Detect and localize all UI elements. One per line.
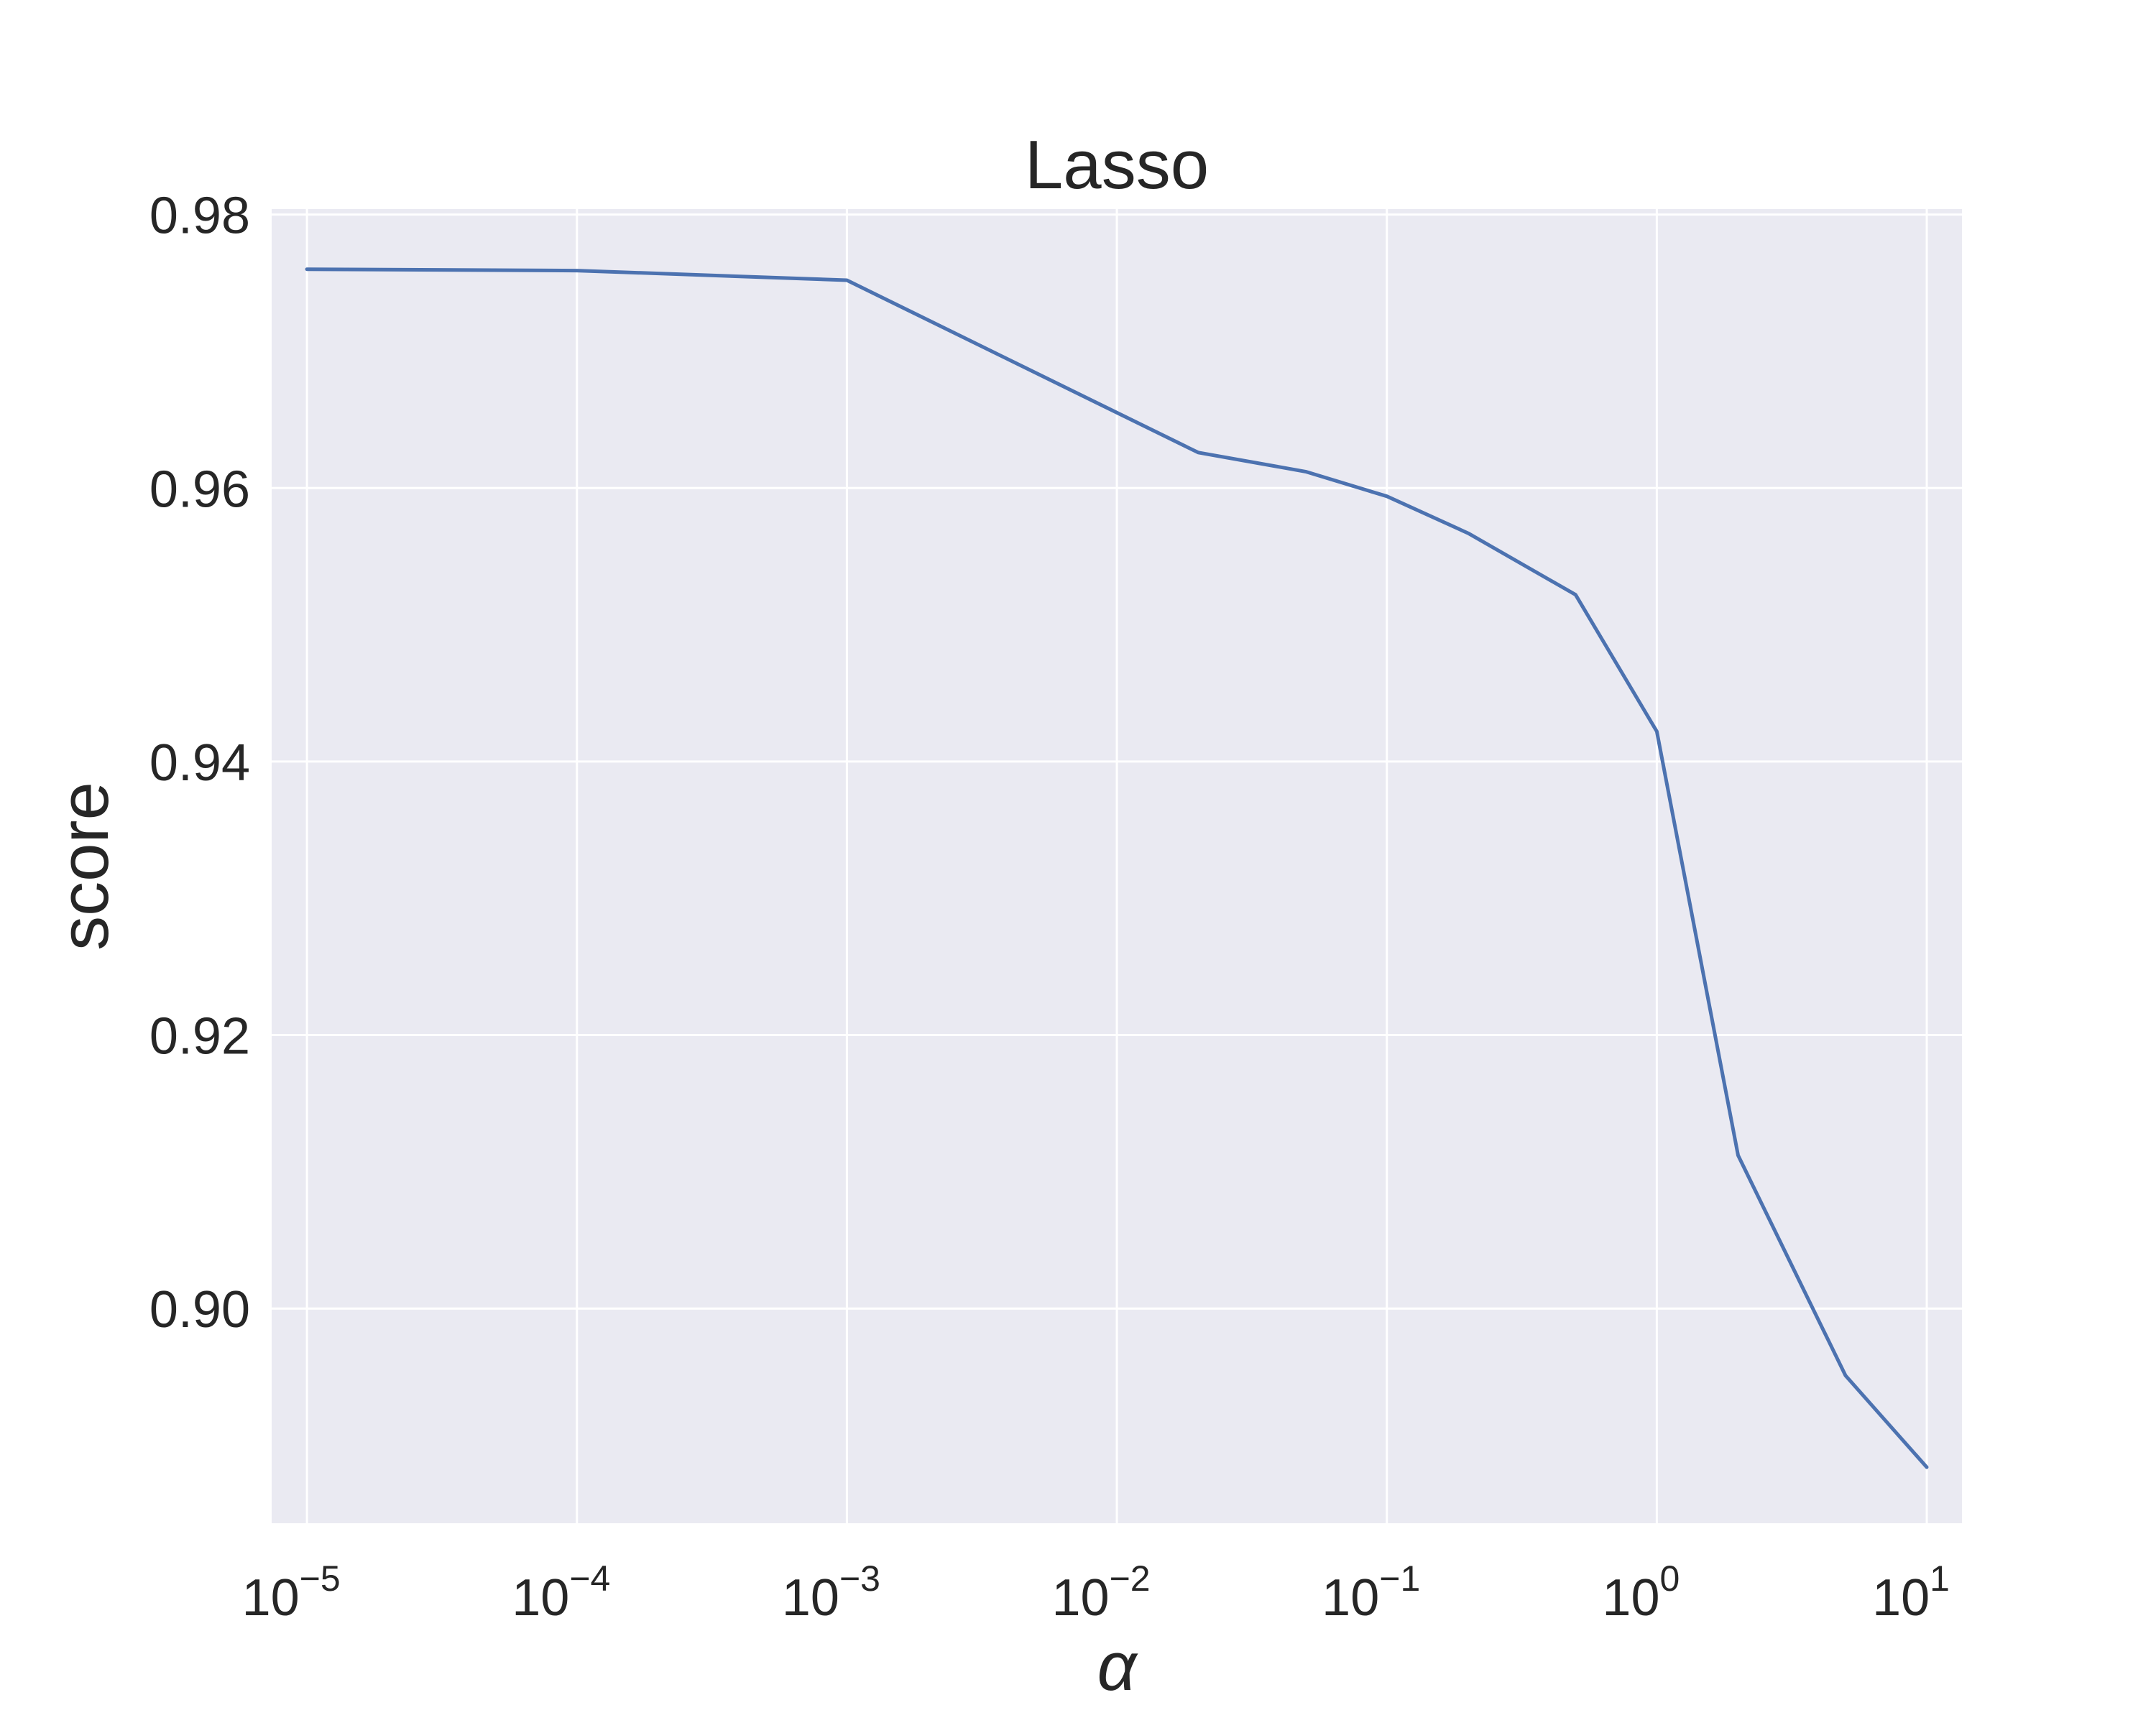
x-tick-label: 10−4 xyxy=(512,1558,610,1627)
x-tick-exponent: −1 xyxy=(1379,1558,1420,1599)
x-tick-exponent: −2 xyxy=(1110,1558,1151,1599)
x-axis-label: α xyxy=(1097,1628,1138,1705)
x-tick-exponent: 0 xyxy=(1660,1558,1680,1599)
y-axis-ticks: 0.90 0.92 0.94 0.96 0.98 xyxy=(149,188,250,1339)
y-tick-label: 0.98 xyxy=(149,188,250,245)
x-tick-base: 10 xyxy=(1322,1569,1379,1627)
y-axis-label: score xyxy=(46,782,123,951)
x-tick-label: 101 xyxy=(1872,1558,1950,1627)
x-tick-base: 10 xyxy=(1052,1569,1110,1627)
x-tick-base: 10 xyxy=(512,1569,569,1627)
y-tick-label: 0.96 xyxy=(149,461,250,518)
x-tick-base: 10 xyxy=(242,1569,300,1627)
x-tick-label: 100 xyxy=(1602,1558,1680,1627)
x-tick-exponent: −4 xyxy=(569,1558,610,1599)
y-tick-label: 0.90 xyxy=(149,1281,250,1339)
x-tick-base: 10 xyxy=(1872,1569,1930,1627)
x-tick-exponent: −5 xyxy=(300,1558,341,1599)
x-tick-label: 10−3 xyxy=(782,1558,880,1627)
x-tick-base: 10 xyxy=(782,1569,839,1627)
x-tick-exponent: 1 xyxy=(1930,1558,1950,1599)
x-tick-base: 10 xyxy=(1602,1569,1659,1627)
x-tick-exponent: −3 xyxy=(839,1558,880,1599)
x-tick-label: 10−1 xyxy=(1322,1558,1420,1627)
y-tick-label: 0.92 xyxy=(149,1008,250,1066)
chart-title: Lasso xyxy=(1025,126,1209,203)
x-tick-label: 10−5 xyxy=(242,1558,341,1627)
y-tick-label: 0.94 xyxy=(149,734,250,792)
x-tick-label: 10−2 xyxy=(1052,1558,1151,1627)
